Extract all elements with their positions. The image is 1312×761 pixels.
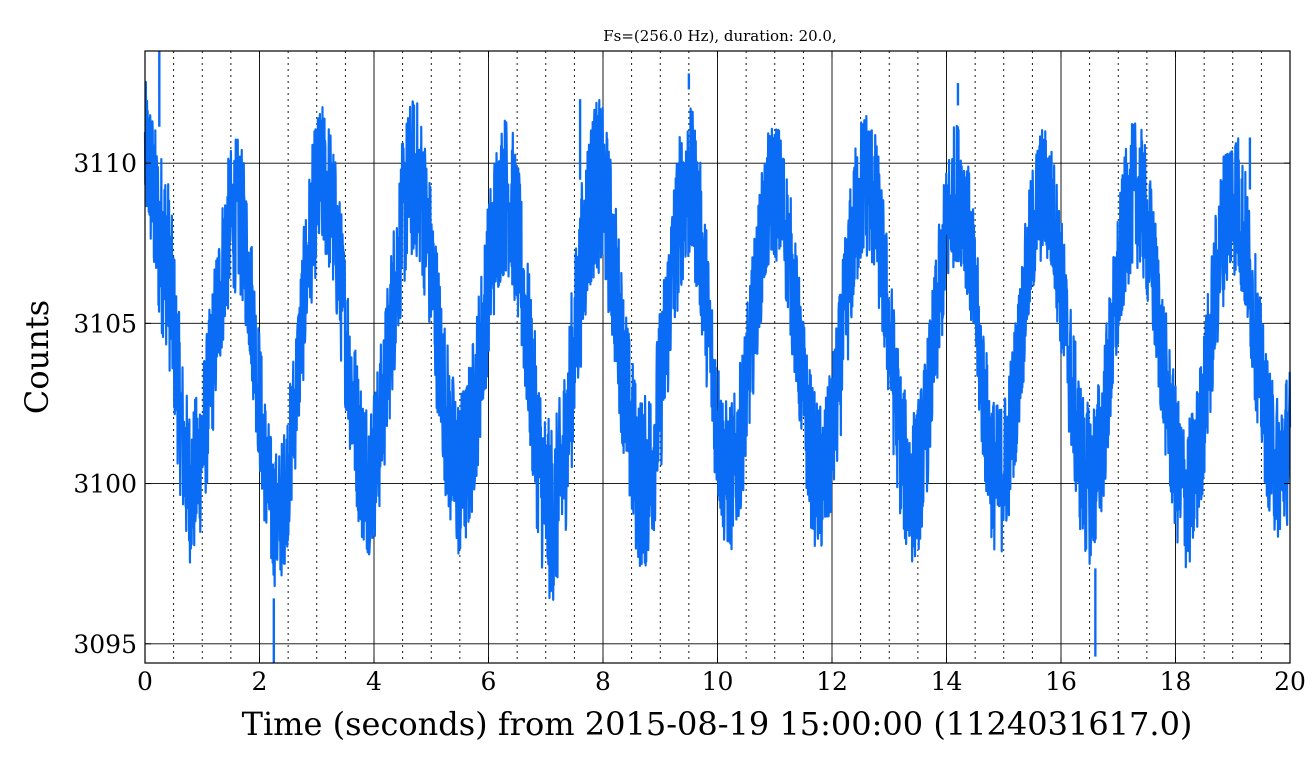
x-tick-label: 8 [595, 667, 611, 696]
x-tick-label: 14 [931, 667, 963, 696]
chart-title: Fs=(256.0 Hz), duration: 20.0, [603, 27, 837, 45]
x-axis-ticks: 0 2 4 6 8 10 12 14 16 18 20 [137, 51, 1306, 696]
plot-series [143, 51, 1292, 663]
x-tick-label: 0 [137, 667, 153, 696]
y-tick-label: 3095 [73, 630, 137, 659]
x-tick-label: 16 [1045, 667, 1077, 696]
x-tick-label: 10 [702, 667, 734, 696]
x-tick-label: 4 [366, 667, 382, 696]
y-axis-label: Counts [18, 300, 56, 414]
y-tick-label: 3105 [73, 309, 137, 338]
y-tick-label: 3110 [73, 149, 137, 178]
x-axis-label: Time (seconds) from 2015-08-19 15:00:00 … [242, 705, 1193, 743]
x-tick-label: 2 [252, 667, 268, 696]
x-tick-label: 20 [1274, 667, 1306, 696]
y-tick-label: 3100 [73, 470, 137, 499]
y-axis-ticks: 3095 3100 3105 3110 [73, 149, 1290, 659]
x-tick-label: 6 [481, 667, 497, 696]
x-tick-label: 12 [816, 667, 848, 696]
series-line [143, 81, 1292, 601]
x-tick-label: 18 [1160, 667, 1192, 696]
